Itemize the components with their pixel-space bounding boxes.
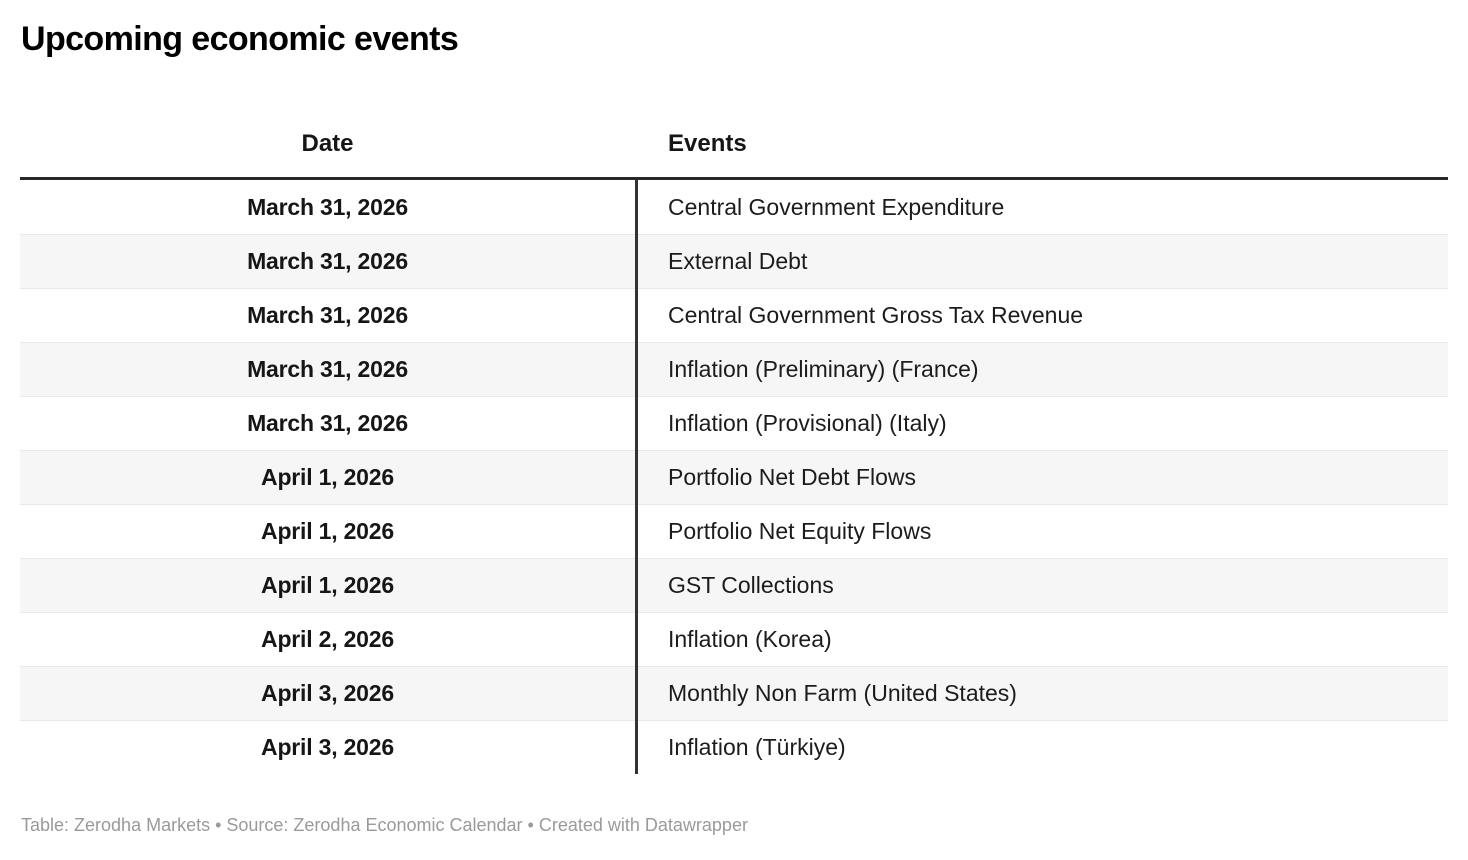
table-row: March 31, 2026 External Debt	[20, 234, 1448, 288]
table-row: April 2, 2026 Inflation (Korea)	[20, 612, 1448, 666]
event-cell: Inflation (Provisional) (Italy)	[668, 410, 947, 436]
date-cell: April 1, 2026	[261, 464, 394, 490]
date-cell: April 2, 2026	[261, 626, 394, 652]
table-footer: Table: Zerodha Markets • Source: Zerodha…	[21, 815, 748, 836]
table-body: March 31, 2026 Central Government Expend…	[20, 180, 1448, 774]
date-cell: April 3, 2026	[261, 680, 394, 706]
date-cell: March 31, 2026	[247, 193, 408, 220]
table-header-row: Date Events	[20, 110, 1448, 180]
event-cell: Inflation (Türkiye)	[668, 734, 846, 760]
event-cell: Portfolio Net Equity Flows	[668, 518, 932, 544]
table-row: March 31, 2026 Inflation (Preliminary) (…	[20, 342, 1448, 396]
event-cell: Portfolio Net Debt Flows	[668, 464, 916, 490]
table-row: April 1, 2026 GST Collections	[20, 558, 1448, 612]
event-cell: Central Government Expenditure	[668, 193, 1005, 220]
table-row: March 31, 2026 Central Government Gross …	[20, 288, 1448, 342]
date-cell: March 31, 2026	[247, 302, 408, 328]
event-cell: Inflation (Korea)	[668, 626, 832, 652]
page-title: Upcoming economic events	[21, 20, 459, 58]
event-cell: Inflation (Preliminary) (France)	[668, 356, 979, 382]
column-header-events: Events	[668, 129, 747, 157]
date-cell: March 31, 2026	[247, 248, 408, 274]
date-cell: March 31, 2026	[247, 410, 408, 436]
table-row: April 1, 2026 Portfolio Net Equity Flows	[20, 504, 1448, 558]
date-cell: March 31, 2026	[247, 356, 408, 382]
date-cell: April 1, 2026	[261, 518, 394, 544]
events-table: Date Events March 31, 2026 Central Gover…	[20, 110, 1448, 774]
table-row: March 31, 2026 Inflation (Provisional) (…	[20, 396, 1448, 450]
date-cell: April 1, 2026	[261, 572, 394, 598]
date-cell: April 3, 2026	[261, 734, 394, 760]
event-cell: Monthly Non Farm (United States)	[668, 680, 1017, 706]
event-cell: Central Government Gross Tax Revenue	[668, 302, 1084, 328]
table-row: April 3, 2026 Monthly Non Farm (United S…	[20, 666, 1448, 720]
event-cell: External Debt	[668, 248, 808, 274]
column-divider	[635, 180, 638, 774]
table-row: April 1, 2026 Portfolio Net Debt Flows	[20, 450, 1448, 504]
column-header-date: Date	[301, 129, 354, 157]
event-cell: GST Collections	[668, 572, 834, 598]
table-row: March 31, 2026 Central Government Expend…	[20, 180, 1448, 234]
table-row: April 3, 2026 Inflation (Türkiye)	[20, 720, 1448, 774]
footer-attribution-text: Table: Zerodha Markets • Source: Zerodha…	[21, 815, 748, 835]
